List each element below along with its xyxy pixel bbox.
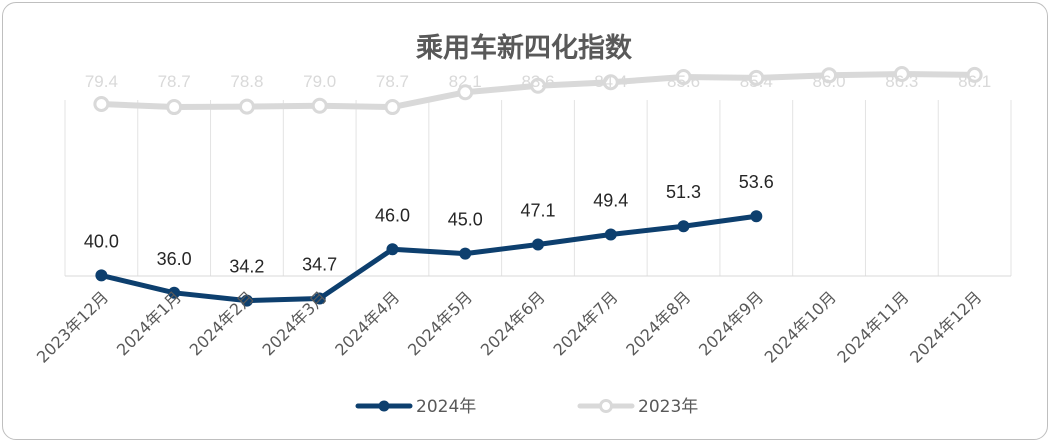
data-label-2023: 86.1 — [958, 72, 991, 91]
x-tick-label: 2024年1月 — [113, 287, 185, 359]
series-2024: 40.0 36.0 34.2 34.7 46.0 45.0 47.1 49.4 51.3 53.6 — [84, 172, 774, 307]
x-tick-label: 2024年7月 — [550, 287, 622, 359]
data-label-2024: 40.0 — [84, 231, 119, 251]
data-label-2024: 36.0 — [157, 249, 192, 269]
x-tick-label: 2024年11月 — [833, 287, 912, 366]
data-label-2024: 47.1 — [520, 201, 555, 221]
data-label-2023: 83.6 — [521, 72, 554, 91]
point-2024 — [240, 294, 253, 307]
line-2024 — [98, 213, 759, 304]
point-2024 — [750, 210, 763, 223]
point-2023 — [602, 74, 619, 91]
legend-marker — [599, 399, 613, 413]
legend: 2024年 2023年 — [355, 397, 698, 417]
point-2023 — [93, 96, 110, 113]
x-tick-label: 2024年8月 — [622, 287, 694, 359]
point-2023 — [530, 77, 546, 94]
x-tick-label: 2024年10月 — [761, 287, 840, 366]
x-tick-label: 2024年6月 — [477, 287, 549, 359]
data-label-2023: 85.6 — [667, 72, 700, 91]
point-2023 — [675, 69, 692, 86]
data-label-2024: 46.0 — [375, 205, 410, 225]
point-2023 — [311, 97, 328, 114]
x-tick-labels: 2023年12月 2024年1月 2024年2月 2024年3月 2024年4月 2024… — [33, 287, 985, 366]
legend-label: 2023年 — [638, 397, 698, 417]
data-label-2024: 53.6 — [739, 172, 774, 192]
point-2024 — [532, 238, 544, 251]
point-2023 — [966, 66, 983, 83]
series-layer: 79.4 78.7 78.8 79.0 78.7 82.1 83.6 84.4 85.6 85.4… — [84, 65, 991, 307]
point-2024 — [313, 292, 326, 305]
data-label-2024: 45.0 — [448, 210, 483, 230]
x-tick-label: 2024年5月 — [404, 287, 476, 359]
point-2023 — [457, 84, 474, 101]
x-tick-label: 2023年12月 — [33, 287, 112, 366]
point-2023 — [893, 65, 910, 82]
point-2024 — [459, 247, 472, 260]
chart-title: 乘用车新四化指数 — [415, 32, 633, 64]
point-2023 — [166, 99, 183, 116]
data-label-2024: 51.3 — [666, 182, 701, 202]
point-2023 — [821, 67, 838, 84]
data-label-2023: 82.1 — [449, 72, 482, 91]
data-label-2023: 85.4 — [740, 72, 773, 91]
data-label-2023: 79.4 — [85, 72, 118, 91]
data-label-2023: 78.7 — [376, 72, 409, 91]
point-2023 — [748, 69, 765, 86]
point-2024 — [604, 228, 617, 241]
point-2023 — [238, 98, 255, 115]
data-label-2023: 78.7 — [158, 72, 191, 91]
data-label-2024: 49.4 — [593, 191, 628, 211]
data-label-2024: 34.2 — [229, 257, 264, 277]
legend-label: 2024年 — [416, 397, 476, 417]
legend-marker — [378, 400, 390, 412]
point-2024 — [677, 220, 690, 233]
point-2023 — [384, 99, 401, 116]
data-label-2023: 84.4 — [594, 72, 627, 91]
data-label-2023: 86.0 — [813, 72, 846, 91]
x-tick-label: 2024年9月 — [695, 287, 767, 359]
legend-item: 2024年 — [355, 397, 476, 417]
point-2024 — [168, 286, 181, 299]
data-label-2023: 79.0 — [303, 72, 336, 91]
data-label-2023: 78.8 — [230, 72, 263, 91]
x-tick-label: 2024年12月 — [906, 287, 985, 366]
data-label-2024: 34.7 — [302, 254, 337, 274]
x-tick-label: 2024年4月 — [331, 287, 403, 359]
series-2023: 79.4 78.7 78.8 79.0 78.7 82.1 83.6 84.4 85.6 85.4… — [85, 65, 991, 116]
point-2024 — [386, 243, 399, 256]
legend-item: 2023年 — [577, 397, 698, 417]
data-label-2023: 86.3 — [885, 72, 918, 91]
point-2024 — [95, 269, 108, 282]
